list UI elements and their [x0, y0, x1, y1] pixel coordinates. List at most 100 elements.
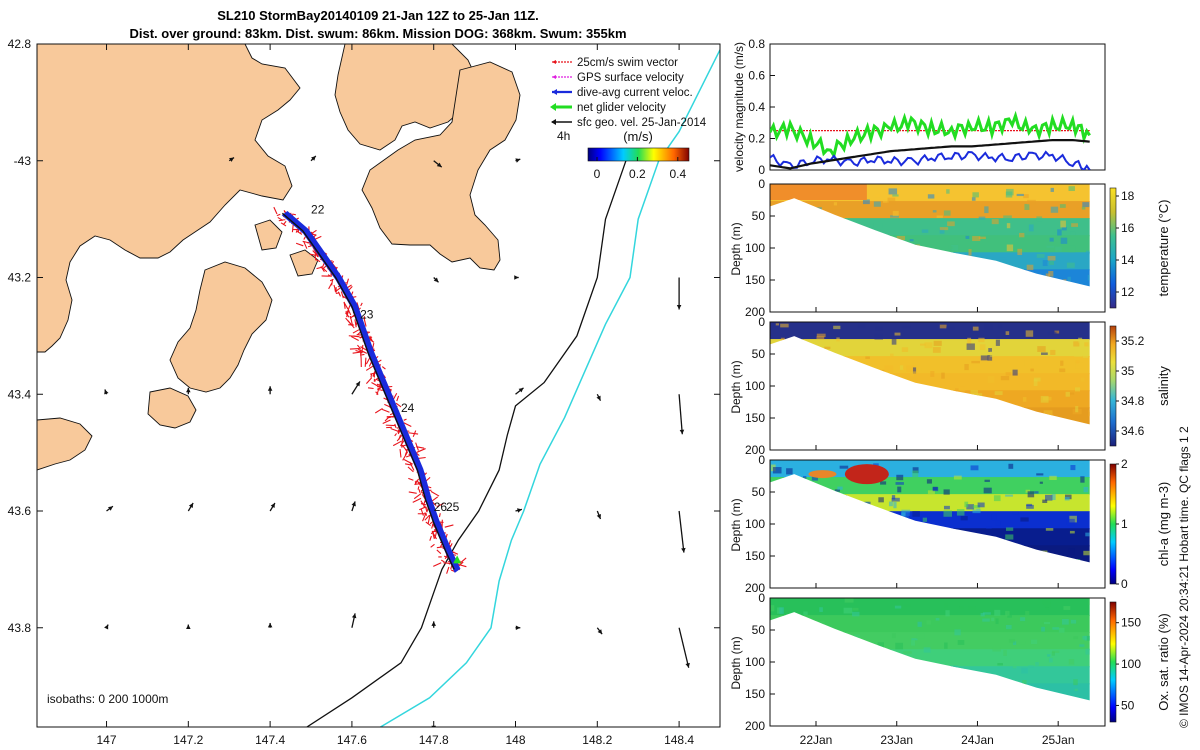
section-cell: [1003, 649, 1007, 656]
swim-vector: [457, 561, 464, 567]
section-colorbar-tick-label: 100: [1121, 657, 1141, 671]
swim-vector: [374, 407, 383, 414]
section-cell: [1074, 688, 1078, 692]
section-cell: [839, 465, 849, 469]
surface-vector: [514, 275, 519, 280]
section-cell: [1051, 494, 1056, 501]
section-cell: [780, 323, 789, 328]
section-cell: [909, 239, 914, 242]
section-colorbar-tick-label: 0: [1121, 577, 1128, 591]
section-y-tick-label: 50: [752, 347, 766, 361]
swim-vector: [357, 344, 361, 350]
surface-vector: [310, 155, 317, 162]
swim-vector: [363, 318, 367, 327]
legend-label-swim: 25cm/s swim vector: [577, 57, 678, 69]
swim-vector: [412, 497, 422, 503]
map-y-tick-label: 42.8: [8, 37, 32, 51]
section-cell: [964, 501, 969, 508]
swim-vector: [361, 344, 364, 354]
section-cell: [819, 607, 823, 612]
section-cell: [1027, 199, 1036, 205]
section-y-tick-label: 0: [758, 177, 765, 191]
section-cell: [1034, 491, 1039, 494]
section-cell: [1035, 662, 1039, 666]
section-cell: [844, 598, 854, 603]
swim-vector: [295, 229, 298, 233]
section-cell: [772, 467, 782, 474]
section-cell: [917, 621, 922, 627]
footer-timestamp: © IMOS 14-Apr-2024 20:34:21 Hobart time.…: [1177, 426, 1191, 728]
map-x-tick-label: 147: [97, 733, 117, 747]
swim-vector: [360, 302, 363, 307]
section-cell: [921, 229, 929, 233]
land-layer: [37, 44, 521, 471]
section-cell: [980, 355, 989, 361]
section-cell: [971, 197, 976, 201]
section-cell: [865, 356, 870, 359]
swim-vector: [396, 395, 400, 402]
section-cell: [1050, 187, 1054, 192]
swim-vector: [352, 329, 360, 334]
section-cell: [901, 325, 911, 329]
swim-vector: [303, 236, 306, 240]
section-cell: [943, 489, 950, 495]
section-cell: [878, 497, 884, 503]
section-cell: [1028, 665, 1034, 668]
section-cell: [1003, 215, 1012, 222]
section-cell: [1012, 511, 1019, 515]
section-cell: [1084, 342, 1089, 347]
section-cell: [943, 603, 949, 608]
swim-vector: [423, 506, 428, 509]
land-shape-0: [37, 44, 301, 353]
section-cell: [959, 386, 966, 392]
section-cell: [906, 365, 915, 373]
map-colorbar: [587, 147, 690, 162]
map-x-tick-label: 148.2: [582, 733, 612, 747]
section-cell: [921, 367, 929, 372]
section-cell: [1085, 250, 1090, 255]
section-cell: [911, 638, 918, 641]
section-cell: [1028, 224, 1034, 232]
section-cell: [982, 618, 990, 622]
section-cell: [1023, 194, 1029, 199]
swim-vector: [303, 241, 308, 249]
swim-vector: [422, 513, 427, 522]
surface-vector: [228, 157, 235, 162]
section-cell: [1017, 248, 1023, 256]
section-cell: [912, 371, 918, 375]
section-cell: [862, 199, 870, 205]
swim-vector: [424, 514, 430, 521]
section-cell: [896, 235, 906, 241]
section-cell: [1048, 636, 1057, 641]
section-cell: [819, 620, 825, 625]
swim-vector: [403, 422, 412, 428]
section-cell: [888, 501, 893, 507]
section-cell: [899, 365, 904, 370]
section-cell: [926, 479, 932, 484]
surface-vector: [104, 389, 109, 395]
swim-vector: [431, 531, 437, 540]
section-cell: [925, 469, 931, 476]
section-cell: [979, 344, 986, 350]
section-cell: [1036, 473, 1044, 476]
section-cell: [944, 642, 948, 649]
section-cell: [1060, 237, 1068, 244]
section-cell: [1026, 264, 1034, 271]
section-cell: [997, 663, 1003, 666]
section-cell: [1052, 627, 1059, 630]
section-cell: [1066, 361, 1076, 365]
section-cell: [970, 465, 979, 471]
section-cell: [1073, 679, 1078, 686]
swim-vector: [365, 377, 373, 385]
section-cell: [1041, 600, 1051, 605]
section-cell: [811, 475, 819, 481]
map-x-tick-label: 148.4: [664, 733, 694, 747]
swim-vector: [436, 546, 444, 549]
section-cell: [891, 338, 897, 345]
section-cell: [957, 640, 965, 645]
section-cell: [924, 342, 933, 349]
section-cell: [971, 360, 980, 364]
surface-warm-band: [770, 184, 867, 200]
